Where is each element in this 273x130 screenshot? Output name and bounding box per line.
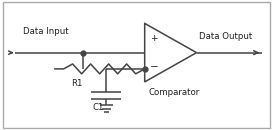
Text: −: − <box>150 62 158 72</box>
Text: Comparator: Comparator <box>149 88 200 98</box>
Text: C1: C1 <box>93 103 104 112</box>
Text: Data Output: Data Output <box>199 32 253 41</box>
Text: R1: R1 <box>71 79 82 88</box>
Text: Data Input: Data Input <box>23 27 69 36</box>
Text: +: + <box>150 34 157 43</box>
